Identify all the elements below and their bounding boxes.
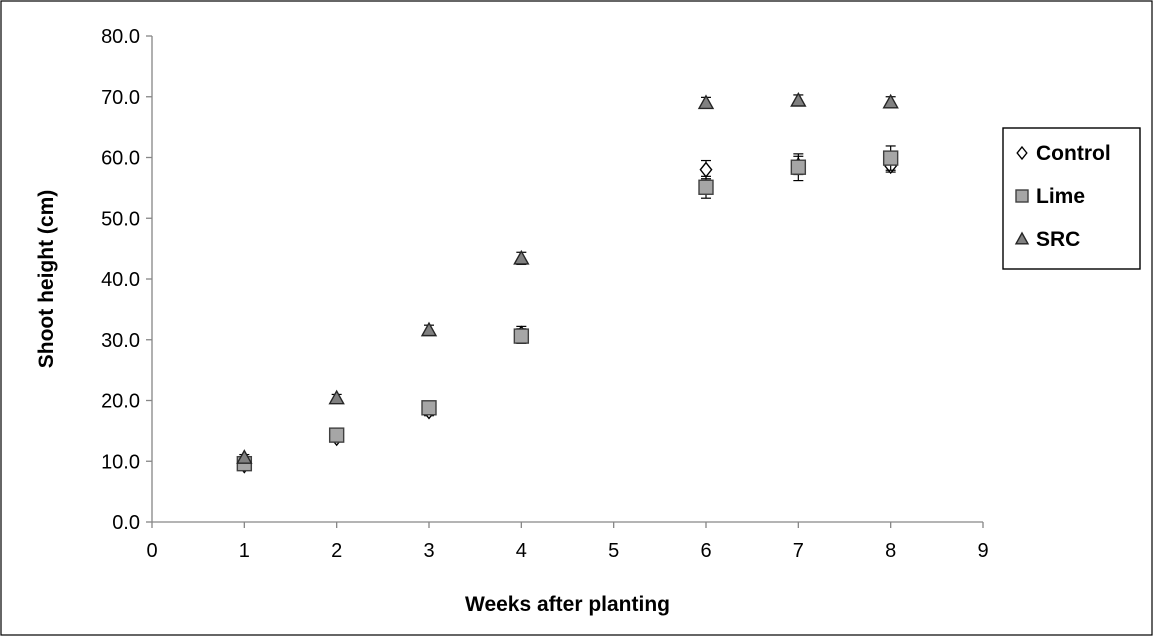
x-tick-label: 5 xyxy=(608,540,619,562)
y-axis-title: Shoot height (cm) xyxy=(35,190,58,368)
legend-label-control: Control xyxy=(1036,142,1111,165)
x-tick-label: 0 xyxy=(146,540,157,562)
data-point-src xyxy=(697,94,715,110)
data-point-src xyxy=(790,91,807,107)
data-point-lime xyxy=(790,159,807,175)
y-tick-label: 50.0 xyxy=(101,208,140,230)
legend-marker-control xyxy=(1016,145,1028,161)
x-tick-label: 8 xyxy=(885,540,896,562)
axes xyxy=(146,35,984,528)
y-tick-label: 60.0 xyxy=(101,148,140,170)
data-point-src xyxy=(513,249,530,265)
legend-label-lime: Lime xyxy=(1036,185,1085,208)
y-tick-label: 10.0 xyxy=(101,451,140,473)
data-point-lime xyxy=(328,427,345,443)
x-tick-label: 9 xyxy=(977,540,988,562)
legend-marker-lime xyxy=(1015,189,1029,203)
y-tick-label: 80.0 xyxy=(101,26,140,48)
y-tick-label: 30.0 xyxy=(101,330,140,352)
y-tick-label: 0.0 xyxy=(112,512,140,534)
x-tick-label: 4 xyxy=(516,540,527,562)
x-tick-label: 3 xyxy=(423,540,434,562)
tick-labels: 0.0 10.0 20.0 30.0 40.0 50.0 60.0 70.0 80.0 0 1 2 3 4… xyxy=(101,26,989,562)
legend-label-src: SRC xyxy=(1036,228,1080,251)
data-point-src xyxy=(420,321,438,337)
x-tick-label: 2 xyxy=(331,540,342,562)
data-marks xyxy=(236,91,899,474)
data-point-src xyxy=(236,449,253,464)
data-point-lime xyxy=(882,150,899,166)
x-tick-label: 1 xyxy=(239,540,250,562)
x-axis-title: Weeks after planting xyxy=(465,593,670,616)
x-tick-label: 6 xyxy=(700,540,711,562)
y-tick-label: 20.0 xyxy=(101,391,140,413)
data-point-src xyxy=(882,93,899,109)
series-src xyxy=(236,91,899,464)
x-tick-label: 7 xyxy=(793,540,804,562)
data-point-lime xyxy=(513,328,530,344)
data-point-lime xyxy=(698,179,714,195)
data-point-lime xyxy=(421,400,437,416)
legend-marker-src xyxy=(1014,231,1030,245)
data-point-src xyxy=(328,389,345,405)
y-tick-label: 40.0 xyxy=(101,269,140,291)
legend: Control Lime SRC xyxy=(1002,127,1141,270)
y-tick-label: 70.0 xyxy=(101,87,140,109)
